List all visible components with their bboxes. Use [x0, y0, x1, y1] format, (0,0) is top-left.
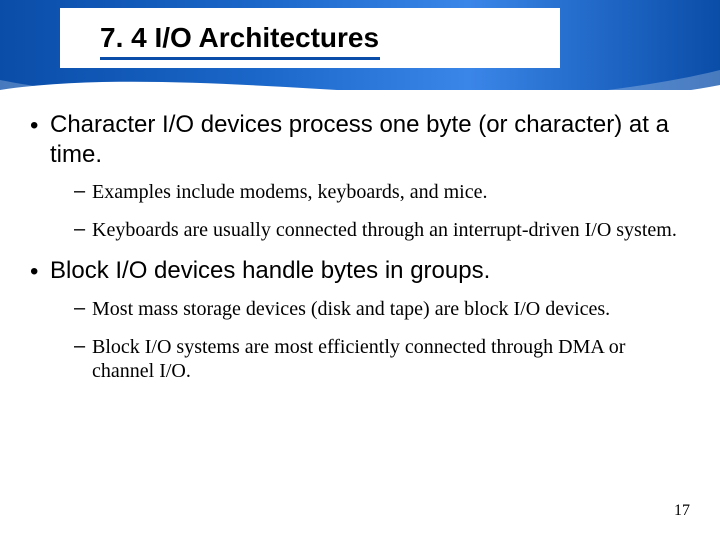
sub-bullet-item: – Block I/O systems are most efficiently…	[74, 335, 690, 383]
sub-bullet-text: Block I/O systems are most efficiently c…	[92, 335, 690, 383]
main-bullet-text: Character I/O devices process one byte (…	[50, 110, 690, 170]
dash-icon: –	[74, 180, 92, 203]
sub-bullet-item: – Examples include modems, keyboards, an…	[74, 180, 690, 204]
slide: 7. 4 I/O Architectures • Character I/O d…	[0, 0, 720, 540]
sub-bullet-list: – Most mass storage devices (disk and ta…	[74, 297, 690, 383]
bullet-dot-icon: •	[30, 256, 50, 287]
title-underline	[100, 57, 380, 60]
dash-icon: –	[74, 335, 92, 358]
main-bullet-text: Block I/O devices handle bytes in groups…	[50, 256, 690, 286]
sub-bullet-text: Most mass storage devices (disk and tape…	[92, 297, 690, 321]
bullet-dot-icon: •	[30, 110, 50, 141]
sub-bullet-item: – Most mass storage devices (disk and ta…	[74, 297, 690, 321]
sub-bullet-text: Keyboards are usually connected through …	[92, 218, 690, 242]
slide-body: • Character I/O devices process one byte…	[30, 110, 690, 397]
sub-bullet-list: – Examples include modems, keyboards, an…	[74, 180, 690, 242]
sub-bullet-text: Examples include modems, keyboards, and …	[92, 180, 690, 204]
dash-icon: –	[74, 297, 92, 320]
main-bullet-list: • Character I/O devices process one byte…	[30, 110, 690, 383]
page-number: 17	[674, 502, 690, 520]
title-box: 7. 4 I/O Architectures	[60, 8, 560, 68]
main-bullet-item: • Character I/O devices process one byte…	[30, 110, 690, 242]
dash-icon: –	[74, 218, 92, 241]
sub-bullet-item: – Keyboards are usually connected throug…	[74, 218, 690, 242]
slide-title: 7. 4 I/O Architectures	[100, 22, 520, 54]
main-bullet-item: • Block I/O devices handle bytes in grou…	[30, 256, 690, 383]
